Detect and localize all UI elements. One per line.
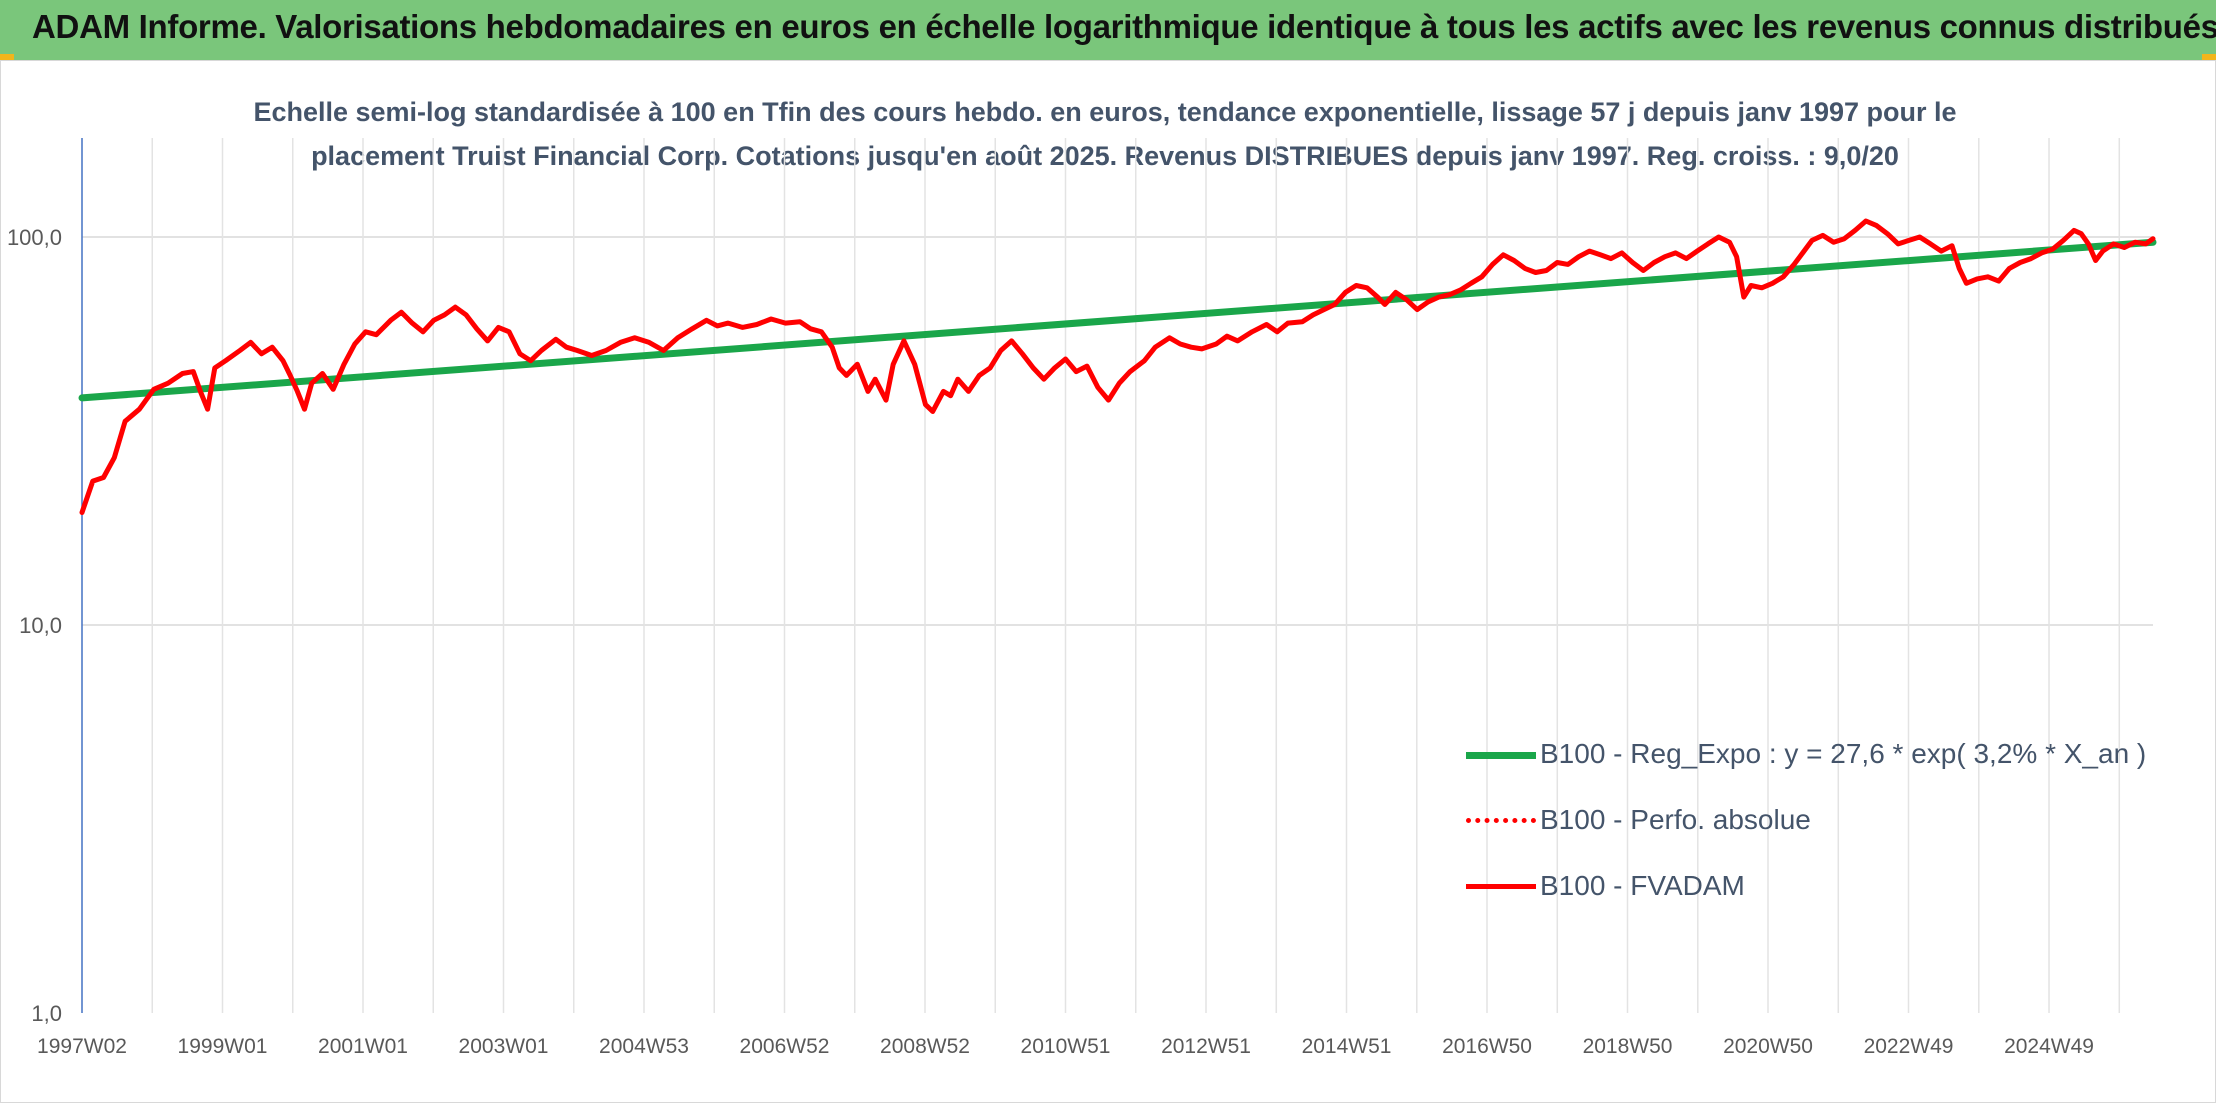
y-tick-label: 1,0 [31,1001,62,1026]
x-tick-label: 2006W52 [740,1035,830,1058]
y-tick-label: 100,0 [7,225,62,250]
x-tick-label: 1997W02 [37,1035,127,1058]
corner-mark-left [0,54,14,64]
x-tick-label: 2004W53 [599,1035,689,1058]
legend-swatch [1466,818,1536,823]
legend-swatch [1466,752,1536,759]
x-tick-label: 2014W51 [1302,1035,1392,1058]
chart-title-line-2: placement Truist Financial Corp. Cotatio… [311,141,1899,171]
legend-label: B100 - Perfo. absolue [1540,804,1811,835]
series-layer [78,218,2157,515]
y-axis: 1,0 10,0 100,0 [7,138,83,1026]
chart-title-line-1: Echelle semi-log standardisée à 100 en T… [253,97,1957,127]
x-tick-label: 2001W01 [318,1035,408,1058]
x-axis: 1997W02 1999W01 2001W01 2003W01 2004W53 2006W… [37,1035,2094,1058]
x-tick-label: 2010W51 [1021,1035,1111,1058]
x-tick-label: 2024W49 [2004,1035,2094,1058]
report-banner: ADAM Informe. Valorisations hebdomadaire… [0,0,2216,60]
x-tick-label: 2008W52 [880,1035,970,1058]
chart-title: Echelle semi-log standardisée à 100 en T… [250,90,1960,178]
x-tick-label: 2012W51 [1161,1035,1251,1058]
x-tick-label: 2022W49 [1864,1035,1954,1058]
legend-label: B100 - FVADAM [1540,870,1745,901]
y-tick-label: 10,0 [19,613,62,638]
corner-mark-right [2202,54,2216,64]
x-tick-label: 2003W01 [459,1035,549,1058]
x-tick-label: 2016W50 [1442,1035,1532,1058]
report-title: ADAM Informe. Valorisations hebdomadaire… [32,8,2216,45]
grid-lines [82,138,2153,1013]
series-line-3 [79,218,2156,515]
x-tick-label: 2018W50 [1583,1035,1673,1058]
series-line-1 [78,238,2157,402]
legend-label: B100 - Reg_Expo : y = 27,6 * exp( 3,2% *… [1540,738,2147,769]
x-tick-label: 1999W01 [178,1035,268,1058]
x-tick-label: 2020W50 [1723,1035,1813,1058]
legend-swatch [1466,884,1536,889]
